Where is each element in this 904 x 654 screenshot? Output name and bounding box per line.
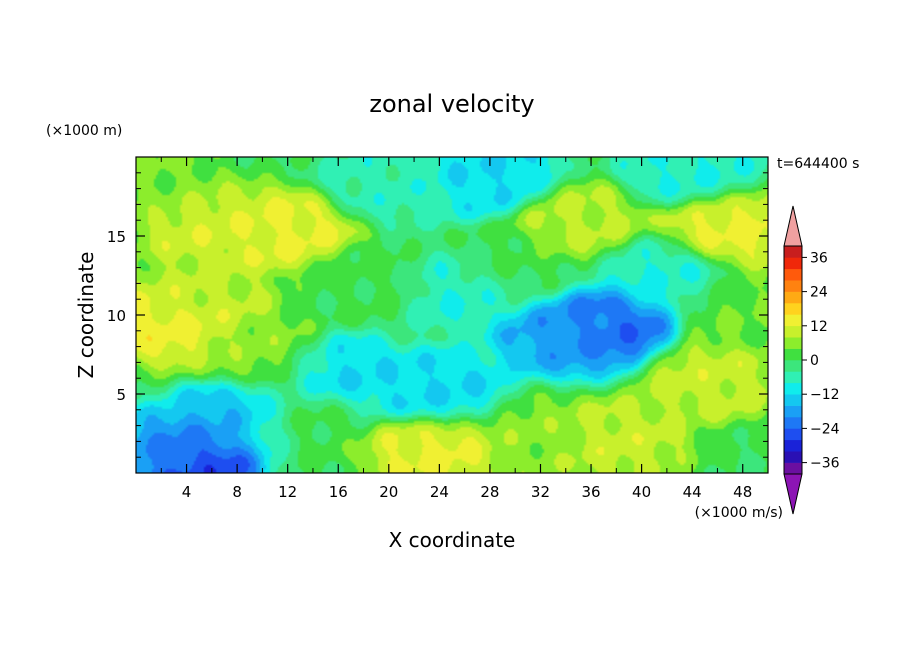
colorbar-tick-label: −24 [810, 421, 840, 437]
x-tick-label: 12 [278, 483, 297, 501]
colorbar-bin [784, 360, 802, 372]
colorbar-bin [784, 462, 802, 475]
y-tick-label: 5 [116, 386, 126, 404]
x-tick-label: 36 [581, 483, 600, 501]
x-tick-label: 20 [379, 483, 398, 501]
colorbar-tick-label: 36 [810, 250, 828, 266]
colorbar-bin [784, 314, 802, 327]
x-tick-label: 32 [531, 483, 550, 501]
colorbar-bin [784, 371, 802, 384]
colorbar-bin [784, 257, 802, 270]
colorbar-bin [784, 303, 802, 315]
colorbar-bin [784, 337, 802, 349]
colorbar-under-arrow [783, 473, 803, 515]
colorbar-over-arrow [783, 205, 803, 247]
y-tick-label: 10 [107, 307, 126, 325]
colorbar-bin [784, 428, 802, 441]
x-axis-label: X coordinate [389, 528, 516, 552]
colorbar-tick-label: 24 [810, 285, 828, 301]
x-tick-label: 40 [632, 483, 651, 501]
colorbar-tick-label: −12 [810, 387, 840, 403]
y-axis-label: Z coordinate [74, 252, 98, 379]
colorbar-bin [784, 268, 802, 281]
colorbar-bin [784, 394, 802, 406]
x-tick-label: 48 [733, 483, 752, 501]
x-tick-label: 44 [683, 483, 702, 501]
time-label: t=644400 s [777, 156, 859, 172]
colorbar-tick-label: 12 [810, 319, 828, 335]
y-tick-label: 15 [107, 228, 126, 246]
colorbar-bin [784, 280, 802, 292]
plot-area [135, 156, 769, 474]
colorbar-bin [784, 291, 802, 304]
colorbar-bin [784, 405, 802, 418]
colorbar-tick-label: −36 [810, 456, 840, 472]
velocity-field [136, 157, 768, 473]
x-tick-label: 4 [182, 483, 192, 501]
x-unit-label: (×1000 m/s) [695, 505, 783, 521]
x-tick-label: 28 [480, 483, 499, 501]
colorbar-bin [784, 382, 802, 395]
x-tick-label: 24 [430, 483, 449, 501]
colorbar-bin [784, 417, 802, 429]
colorbar-bin [784, 246, 802, 258]
x-tick-label: 8 [232, 483, 242, 501]
colorbar: 36 24 12 0 −12 −24 −36 [783, 205, 840, 515]
colorbar-bin [784, 325, 802, 338]
x-tick-label: 16 [329, 483, 348, 501]
chart-title: zonal velocity [369, 90, 534, 118]
colorbar-bin [784, 451, 802, 463]
colorbar-bin [784, 348, 802, 361]
x-axis: 4 8 12 16 20 24 28 32 36 40 44 48 [160, 157, 752, 501]
y-axis: 5 10 15 [107, 172, 768, 458]
colorbar-bin [784, 439, 802, 452]
colorbar-tick-label: 0 [810, 353, 819, 369]
y-unit-label: (×1000 m) [46, 123, 122, 139]
